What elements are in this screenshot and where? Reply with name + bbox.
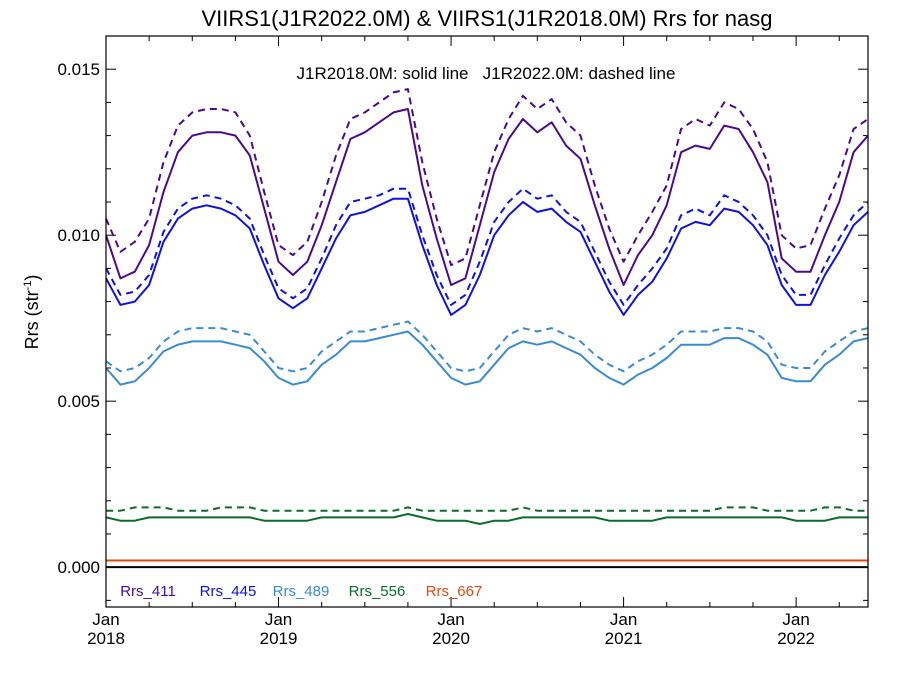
series-line-rrs-411-dashed (105, 88, 869, 267)
x-tick-label-month: Jan (437, 610, 464, 629)
y-tick-label: 0.010 (57, 226, 100, 245)
legend-item-rrs-411: Rrs_411 (120, 583, 176, 600)
y-axis-label: Rrs (str-1) (22, 275, 42, 350)
x-tick-label-year: 2020 (432, 629, 470, 648)
x-tick-label-month: Jan (610, 610, 637, 629)
series-line-rrs-445-dashed (105, 187, 869, 306)
legend: Rrs_411 Rrs_445 Rrs_489 Rrs_556 Rrs_667 (120, 583, 482, 600)
y-axis-label-close: ) (22, 275, 42, 281)
series-line-rrs-489-dashed (105, 320, 869, 373)
x-tick-label-year: 2021 (605, 629, 643, 648)
plot-frame (105, 35, 869, 608)
y-tick-label: 0.005 (57, 392, 100, 411)
series-line-rrs-556-solid (105, 513, 868, 525)
x-tick-label-year: 2022 (777, 629, 815, 648)
legend-item-rrs-489: Rrs_489 (273, 583, 330, 600)
x-tick-label-year: 2018 (87, 629, 125, 648)
x-tick-label-month: Jan (265, 610, 292, 629)
y-axis-label-sup: -1 (22, 281, 34, 291)
series-line-rrs-489-solid (105, 330, 869, 386)
legend-item-rrs-445: Rrs_445 (200, 583, 257, 600)
chart-title: VIIRS1(J1R2022.0M) & VIIRS1(J1R2018.0M) … (201, 6, 772, 31)
series-line-rrs-411-solid (105, 108, 869, 286)
plot-area: 0.0000.0050.0100.015Jan2018Jan2019Jan202… (57, 36, 869, 648)
line-style-annotation: J1R2018.0M: solid line J1R2022.0M: dashe… (297, 64, 676, 83)
y-axis-label-main: Rrs (str (22, 290, 42, 349)
x-tick-label-year: 2019 (260, 629, 298, 648)
x-tick-label-month: Jan (92, 610, 119, 629)
series-line-rrs-556-dashed (106, 506, 868, 512)
y-tick-label: 0.015 (57, 60, 100, 79)
y-tick-label: 0.000 (57, 558, 100, 577)
series-line-rrs-445-solid (105, 197, 869, 316)
legend-item-rrs-556: Rrs_556 (349, 583, 406, 600)
legend-item-rrs-667: Rrs_667 (426, 583, 483, 600)
x-tick-label-month: Jan (782, 610, 809, 629)
